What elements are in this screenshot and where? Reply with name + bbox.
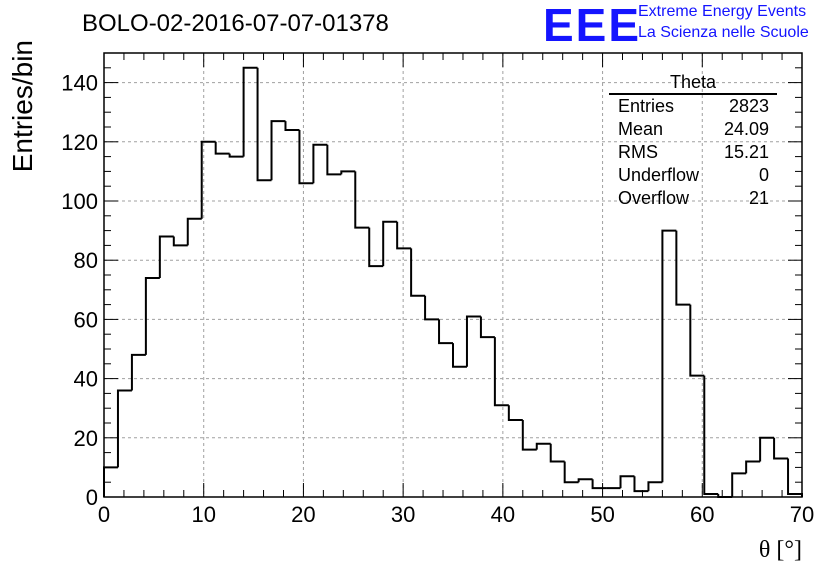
logo-line-1: Extreme Energy Events bbox=[638, 3, 807, 20]
y-tick-label: 120 bbox=[61, 130, 98, 155]
histogram-bin bbox=[438, 319, 453, 345]
y-tick-label: 140 bbox=[61, 71, 98, 96]
histogram-bin bbox=[535, 442, 551, 450]
histogram-bin bbox=[172, 236, 188, 247]
histogram-bin bbox=[256, 67, 272, 182]
histogram-bin bbox=[507, 405, 523, 422]
stats-label: Overflow bbox=[618, 188, 690, 208]
histogram-bin bbox=[186, 217, 202, 246]
stats-row-entries: Entries 2823 bbox=[609, 95, 777, 118]
x-tick-label: 40 bbox=[491, 502, 515, 527]
histogram-bin bbox=[577, 478, 593, 483]
histogram-bin bbox=[242, 66, 258, 157]
histogram-bin bbox=[452, 343, 467, 368]
histogram-bin bbox=[144, 276, 160, 355]
stats-row-underflow: Underflow 0 bbox=[609, 164, 777, 187]
histogram-bin bbox=[703, 375, 719, 496]
histogram-bin bbox=[200, 140, 216, 219]
histogram-bin bbox=[619, 475, 635, 489]
x-tick-label: 10 bbox=[191, 502, 215, 527]
x-tick-label: 50 bbox=[590, 502, 614, 527]
chart-title: BOLO-02-2016-07-07-01378 bbox=[82, 10, 389, 37]
histogram-bin bbox=[759, 436, 775, 462]
logo-line-2: La Scienza nelle Scuole bbox=[638, 24, 809, 41]
stats-label: Underflow bbox=[618, 165, 700, 185]
y-tick-label: 20 bbox=[74, 426, 98, 451]
stats-row-overflow: Overflow 21 bbox=[609, 187, 777, 210]
histogram-bin bbox=[493, 337, 509, 407]
histogram-bin bbox=[158, 235, 174, 278]
histogram-bin bbox=[787, 458, 803, 497]
histogram-series bbox=[103, 66, 803, 498]
histogram-bin bbox=[424, 295, 440, 321]
y-tick-label: 0 bbox=[86, 485, 98, 510]
y-tick-label: 40 bbox=[74, 367, 98, 392]
histogram-bin bbox=[647, 481, 663, 492]
y-tick-label: 80 bbox=[74, 248, 98, 273]
histogram-bin bbox=[549, 443, 565, 463]
stats-box: Theta Entries 2823 Mean 24.09 RMS 15.21 … bbox=[609, 73, 777, 210]
histogram-bin bbox=[675, 230, 691, 306]
histogram-bin bbox=[396, 221, 412, 250]
histogram-bin bbox=[228, 153, 244, 158]
histogram-bin bbox=[745, 460, 761, 474]
x-tick-label: 60 bbox=[690, 502, 714, 527]
x-tick-label: 30 bbox=[391, 502, 415, 527]
stats-row-rms: RMS 15.21 bbox=[609, 141, 777, 164]
grid bbox=[104, 53, 802, 497]
histogram-bin bbox=[410, 248, 426, 297]
y-tick-label: 100 bbox=[61, 189, 98, 214]
x-axis-label: θ [°] bbox=[759, 537, 802, 563]
histogram-bin bbox=[354, 171, 370, 229]
stats-label: RMS bbox=[618, 142, 658, 162]
histogram-bin bbox=[214, 141, 230, 155]
x-tick-label: 70 bbox=[790, 502, 814, 527]
y-axis-label: Entries/bin bbox=[7, 40, 38, 172]
histogram-bin bbox=[633, 476, 649, 493]
histogram-bin bbox=[298, 129, 314, 185]
histogram-bin bbox=[661, 229, 677, 483]
histogram-bin bbox=[368, 227, 384, 268]
histogram-bin bbox=[479, 316, 495, 339]
histogram-bin bbox=[130, 353, 146, 391]
histogram-bin bbox=[563, 461, 579, 484]
axis-ticks bbox=[103, 52, 803, 498]
histogram-bin bbox=[591, 479, 607, 490]
stats-value: 24.09 bbox=[723, 119, 769, 139]
stats-label: Entries bbox=[618, 96, 675, 116]
histogram-bin bbox=[116, 389, 132, 468]
histogram-bin bbox=[521, 420, 537, 451]
histogram-bin bbox=[312, 143, 328, 184]
stats-label: Mean bbox=[618, 119, 664, 139]
x-tick-label: 0 bbox=[98, 502, 110, 527]
histogram-bin bbox=[340, 170, 356, 175]
stats-value: 2823 bbox=[728, 96, 769, 116]
tick-labels: 0 10 20 30 40 50 60 70 0 20 40 60 80 100 120 140 bbox=[61, 71, 814, 527]
stats-value: 0 bbox=[758, 165, 769, 185]
histogram-bin bbox=[773, 437, 789, 460]
stats-name: Theta bbox=[609, 73, 777, 95]
stats-row-mean: Mean 24.09 bbox=[609, 118, 777, 141]
histogram-bin bbox=[270, 120, 286, 181]
histogram-bin bbox=[465, 315, 481, 367]
eee-logo: EEE bbox=[543, 0, 642, 51]
histogram-bin bbox=[326, 144, 342, 176]
stats-value: 21 bbox=[748, 188, 769, 208]
x-tick-label: 20 bbox=[291, 502, 315, 527]
y-tick-label: 60 bbox=[74, 307, 98, 332]
stats-value: 15.21 bbox=[723, 142, 769, 162]
histogram-bin bbox=[284, 121, 300, 131]
histogram-bin bbox=[731, 472, 747, 497]
histogram-bin bbox=[382, 220, 398, 267]
histogram-bin bbox=[689, 304, 705, 377]
